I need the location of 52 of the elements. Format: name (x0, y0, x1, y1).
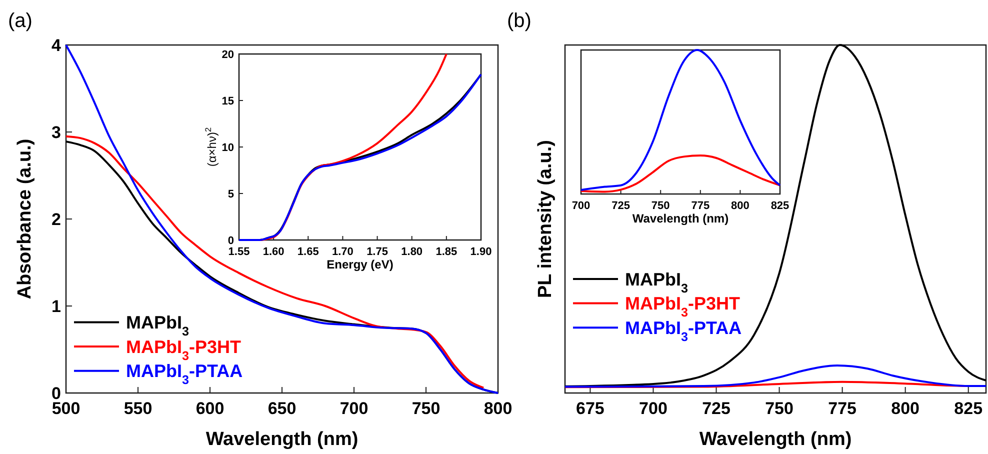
x-tick-label: 700 (572, 200, 590, 212)
x-tick-label: 1.70 (332, 246, 354, 258)
x-tick-label: 825 (954, 399, 983, 418)
y-tick-label: 20 (222, 48, 234, 61)
legend-label: MAPbI$_{3}$-P3HT (625, 294, 740, 320)
y-tick-label: 0 (228, 234, 234, 247)
y-tick-label: 1 (52, 296, 61, 316)
x-axis-title: Wavelength (nm) (632, 212, 729, 226)
x-tick-label: 1.55 (228, 246, 250, 258)
legend-label: MAPbI$_{3}$-PTAA (625, 318, 742, 344)
x-tick-label: 550 (124, 399, 152, 418)
x-tick-label: 725 (702, 399, 730, 418)
legend-label: MAPbI$_{3}$-PTAA (126, 361, 243, 388)
legend-label: MAPbI$_{3}$-P3HT (126, 336, 242, 363)
x-tick-label: 825 (770, 200, 790, 212)
line-series (238, 73, 482, 241)
x-axis-title: Wavelength (nm) (206, 429, 358, 450)
line-series (65, 44, 499, 394)
x-tick-label: 1.65 (297, 246, 319, 258)
y-tick-label: 10 (222, 142, 234, 154)
x-tick-label: 800 (731, 200, 750, 212)
x-tick-label: 800 (891, 399, 920, 418)
chart-title: (a) (8, 10, 32, 32)
x-axis-title: Wavelength (nm) (699, 429, 852, 450)
x-tick-label: 800 (484, 399, 512, 418)
y-tick-label: 15 (222, 95, 234, 108)
y-tick-label: 3 (52, 122, 61, 142)
y-tick-label: 4 (52, 36, 62, 55)
x-tick-label: 700 (340, 399, 368, 418)
x-tick-label: 650 (268, 399, 296, 418)
x-axis-title: Energy (eV) (326, 258, 394, 272)
x-tick-label: 1.60 (262, 246, 284, 258)
x-tick-label: 1.90 (470, 246, 492, 258)
x-tick-label: 775 (691, 200, 710, 212)
x-tick-label: 1.75 (366, 246, 388, 258)
x-tick-label: 725 (612, 200, 630, 212)
y-tick-label: 2 (52, 210, 61, 229)
x-tick-label: 750 (412, 399, 440, 418)
x-tick-label: 750 (765, 399, 794, 418)
y-axis-title: PL intensity (a.u.) (535, 140, 556, 298)
x-tick-label: 700 (639, 399, 668, 418)
x-tick-label: 675 (576, 399, 604, 418)
legend-label: MAPbI$_{3}$ (625, 269, 688, 296)
x-tick-label: 600 (196, 399, 224, 418)
chart-title: (b) (507, 10, 532, 32)
x-tick-label: 750 (651, 200, 670, 212)
y-axis-title: Absorbance (a.u.) (14, 138, 36, 300)
x-tick-label: 775 (828, 399, 856, 418)
legend-label: MAPbI$_{3}$ (126, 312, 190, 339)
x-tick-label: 1.80 (401, 246, 423, 258)
y-tick-label: 5 (228, 188, 234, 200)
x-tick-label: 1.85 (436, 246, 458, 258)
